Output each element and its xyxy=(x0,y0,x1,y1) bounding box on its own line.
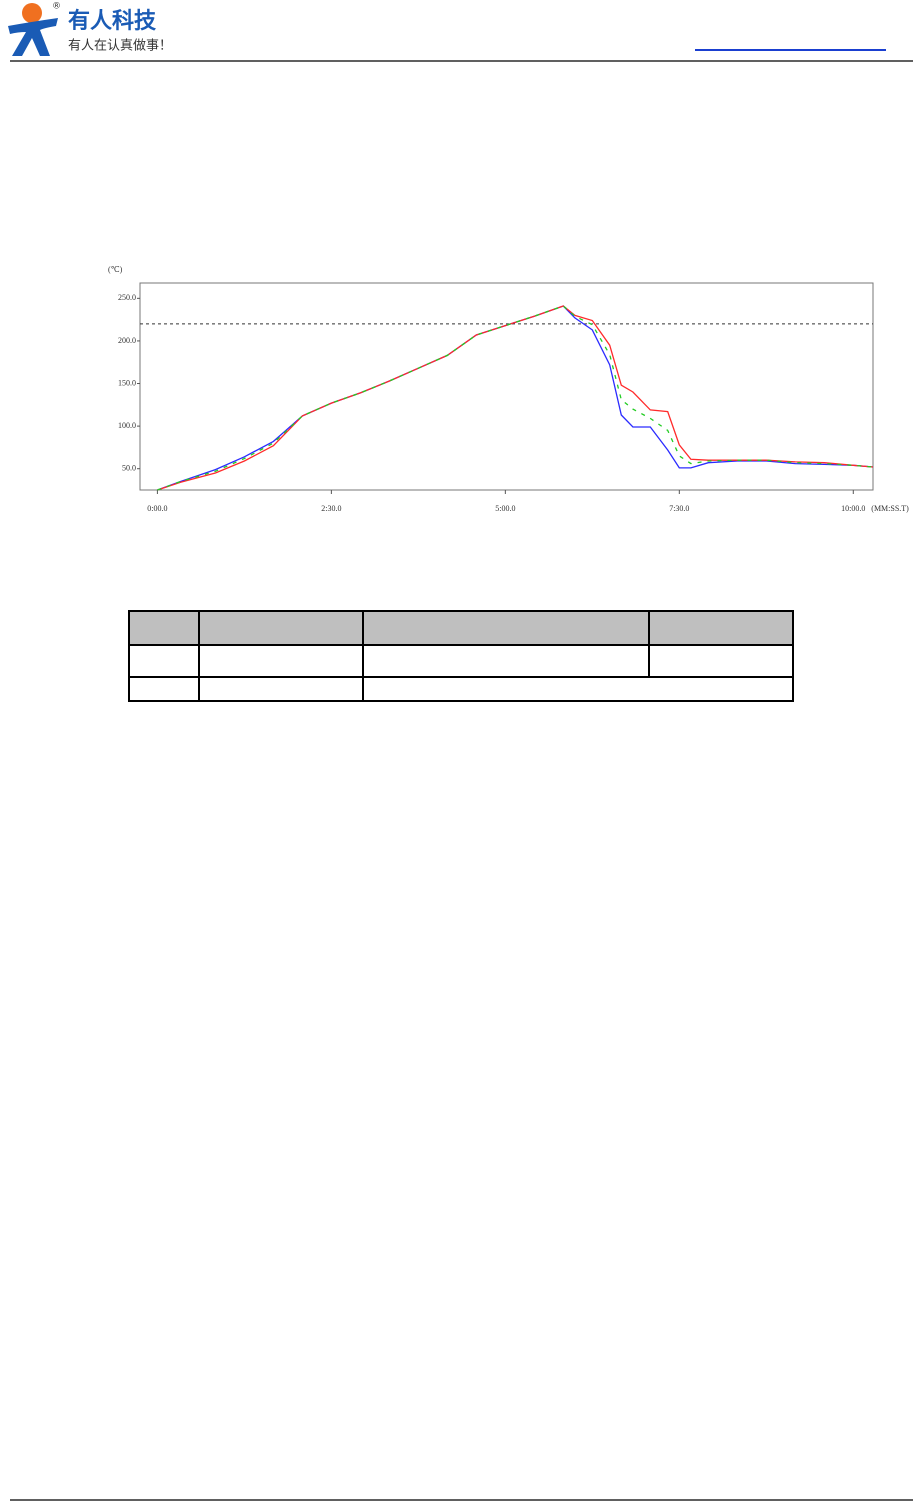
x-tick-label: 5:00.0 xyxy=(495,504,515,513)
cell xyxy=(648,610,794,646)
cell xyxy=(362,676,794,702)
cell xyxy=(128,644,200,678)
x-tick-label: 7:30.0 xyxy=(669,504,689,513)
logo-head xyxy=(22,3,42,23)
cell xyxy=(128,676,200,702)
cell xyxy=(198,610,364,646)
y-tick-label: 150.0 xyxy=(118,378,136,387)
brand: 有人科技 xyxy=(68,8,157,34)
table-header-row xyxy=(128,610,794,646)
cell xyxy=(198,644,364,678)
y-tick-label: 100.0 xyxy=(118,421,136,430)
cell xyxy=(362,610,650,646)
cell xyxy=(648,644,794,678)
x-tick-label: 10:00.0 xyxy=(841,504,865,513)
slogan: 有人在认真做事！ xyxy=(68,39,172,54)
x-unit: (MM:SS.T) xyxy=(871,504,909,513)
cell xyxy=(198,676,364,702)
y-unit: (℃) xyxy=(108,265,123,274)
chart: (℃) 50.0 100.0 150.0 200.0 250.0 0:00.0 2:30.0… xyxy=(108,265,909,513)
x-tick-label: 0:00.0 xyxy=(147,504,167,513)
y-tick-label: 250.0 xyxy=(118,293,136,302)
table xyxy=(128,610,794,702)
series-line xyxy=(157,305,874,491)
table-row xyxy=(128,644,794,678)
logo-body xyxy=(8,18,58,56)
x-tick-label: 2:30.0 xyxy=(321,504,341,513)
table-row xyxy=(128,676,794,702)
y-tick-label: 50.0 xyxy=(122,464,136,473)
cell xyxy=(362,644,650,678)
cell xyxy=(128,610,200,646)
y-tick-label: 200.0 xyxy=(118,336,136,345)
registered-mark: ® xyxy=(52,2,61,12)
plot-frame xyxy=(139,282,874,491)
